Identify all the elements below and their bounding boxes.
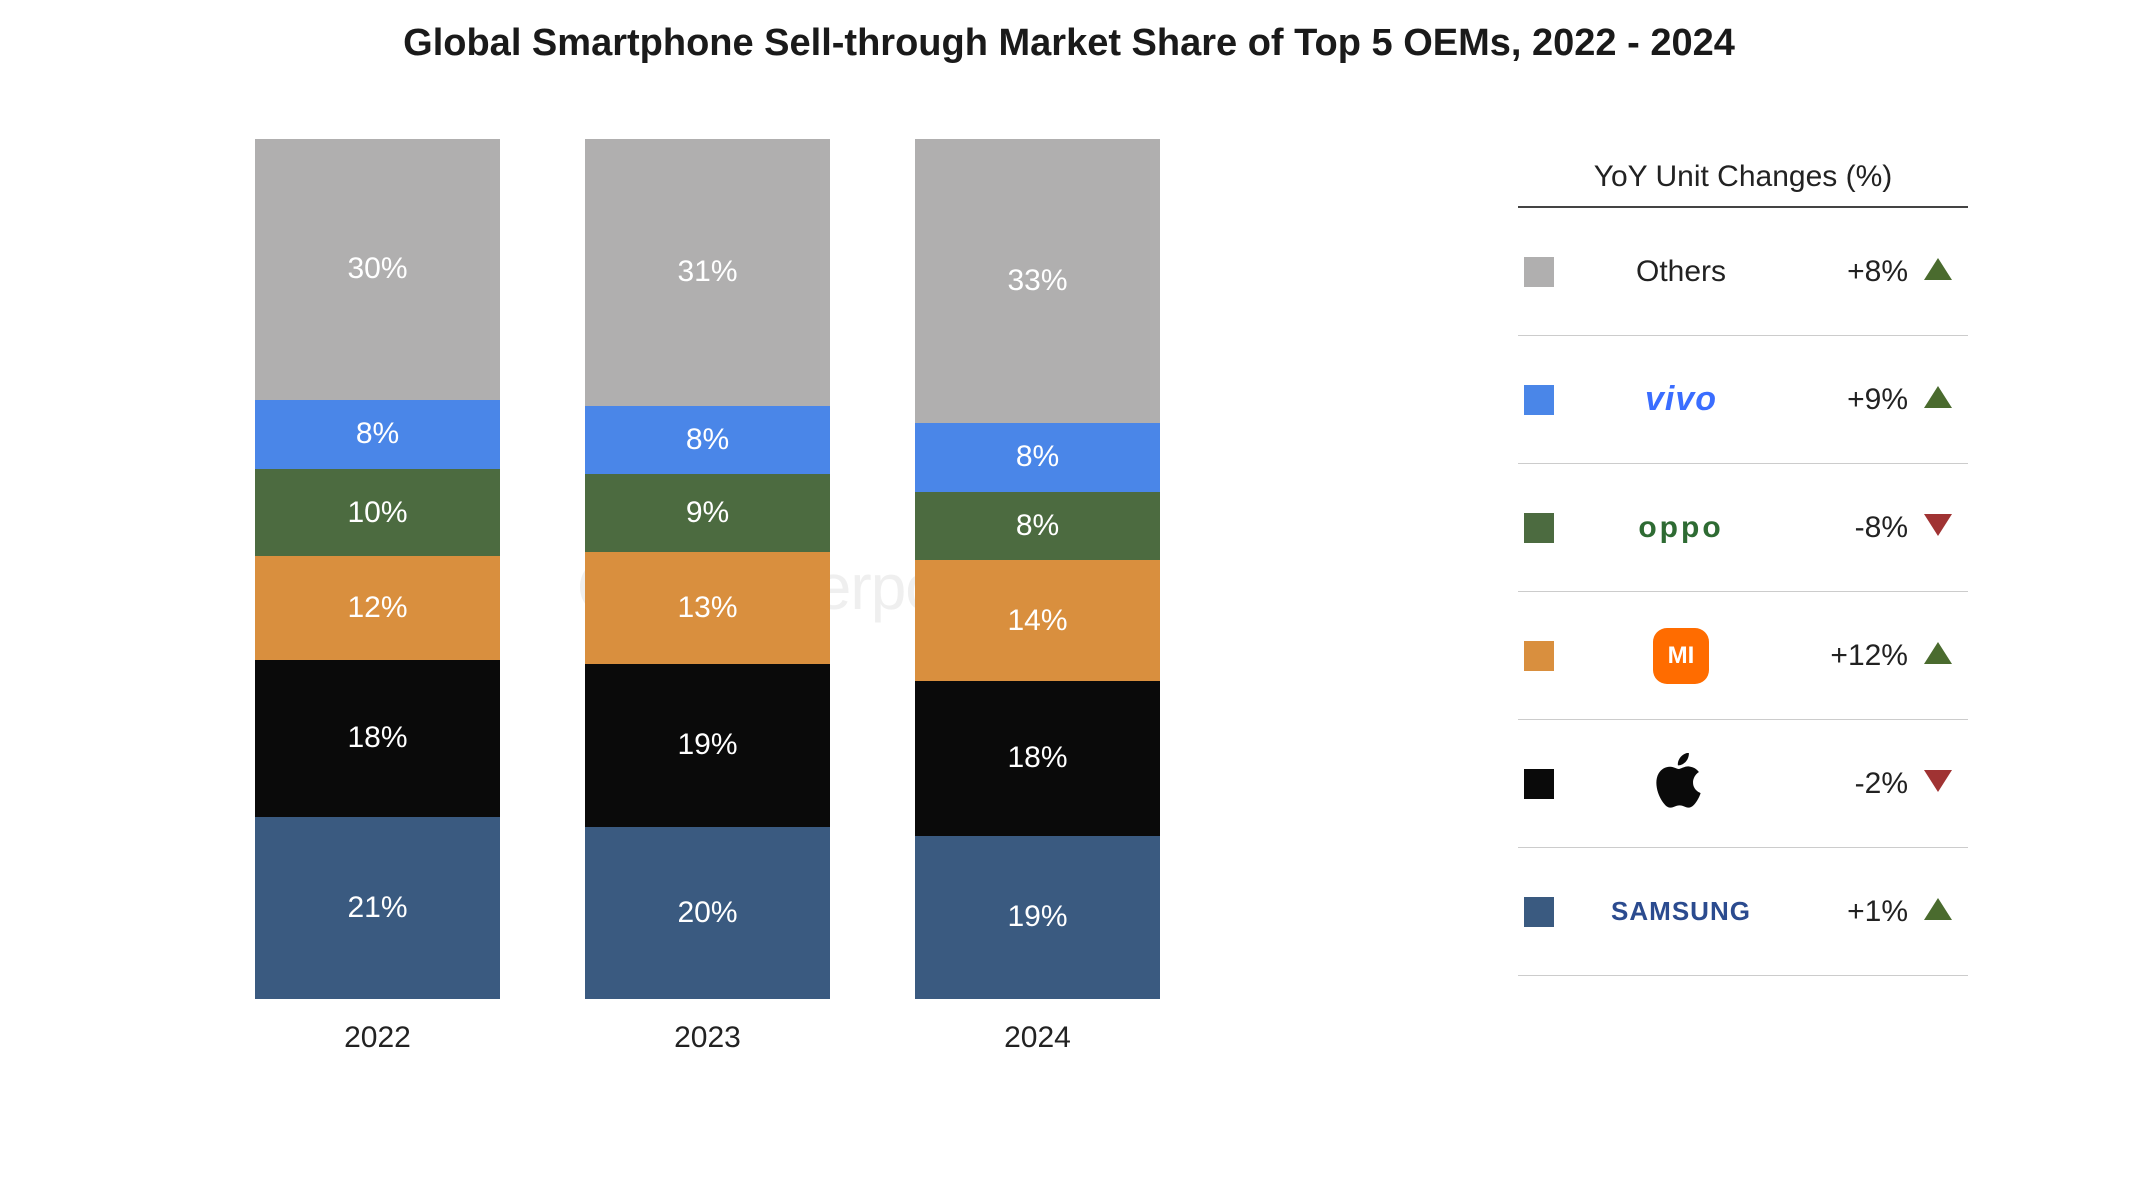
legend-yoy-others: +8% (1808, 255, 1908, 289)
segment-2022-samsung: 21% (255, 817, 500, 999)
arrow-up-icon (1908, 386, 1968, 413)
segment-2022-vivo: 8% (255, 400, 500, 469)
segment-2023-xiaomi: 13% (585, 552, 830, 664)
bar-column-2024: 33%8%8%14%18%19%2024 (915, 139, 1160, 1055)
legend-yoy-vivo: +9% (1808, 383, 1908, 417)
legend-swatch-vivo (1524, 385, 1554, 415)
segment-2022-others: 30% (255, 139, 500, 400)
legend-brand-vivo: vivo (1554, 375, 1808, 425)
legend-brand-xiaomi: MI (1554, 631, 1808, 681)
bar-2024: 33%8%8%14%18%19% (915, 139, 1160, 999)
legend-brand-others: Others (1554, 247, 1808, 297)
legend-yoy-apple: -2% (1808, 767, 1908, 801)
legend-brand-samsung: SAMSUNG (1554, 887, 1808, 937)
legend-swatch-oppo (1524, 513, 1554, 543)
bar-2022: 30%8%10%12%18%21% (255, 139, 500, 999)
segment-2022-oppo: 10% (255, 469, 500, 556)
arrow-up-icon (1908, 898, 1968, 925)
xiaomi-icon: MI (1653, 628, 1709, 684)
segment-2023-apple: 19% (585, 664, 830, 827)
legend-swatch-samsung (1524, 897, 1554, 927)
legend-brand-apple (1554, 759, 1808, 809)
stacked-bar-chart: 30%8%10%12%18%21%202231%8%9%13%19%20%202… (255, 195, 1160, 1055)
legend-brand-label-others: Others (1636, 255, 1726, 289)
arrow-down-icon (1908, 770, 1968, 797)
legend-row-apple: -2% (1518, 720, 1968, 848)
legend-brand-label-samsung: SAMSUNG (1611, 896, 1751, 927)
legend-row-others: Others +8% (1518, 208, 1968, 336)
legend-brand-oppo: oppo (1554, 503, 1808, 553)
bar-column-2023: 31%8%9%13%19%20% 2023 (585, 139, 830, 1055)
legend-swatch-others (1524, 257, 1554, 287)
x-axis-label-2024: 2024 (1004, 1021, 1071, 1055)
segment-2023-samsung: 20% (585, 827, 830, 999)
segment-2024-xiaomi: 14% (915, 560, 1160, 680)
segment-2024-oppo: 8% (915, 492, 1160, 561)
x-axis-label-2022: 2022 (344, 1021, 411, 1055)
segment-2023-vivo: 8% (585, 406, 830, 475)
legend-swatch-apple (1524, 769, 1554, 799)
legend-swatch-xiaomi (1524, 641, 1554, 671)
legend-row-samsung: SAMSUNG +1% (1518, 848, 1968, 976)
arrow-up-icon (1908, 642, 1968, 669)
legend-yoy-samsung: +1% (1808, 895, 1908, 929)
segment-2022-xiaomi: 12% (255, 556, 500, 660)
legend-brand-label-vivo: vivo (1645, 380, 1717, 419)
legend-title: YoY Unit Changes (%) (1518, 160, 1968, 208)
legend-row-oppo: oppo -8% (1518, 464, 1968, 592)
legend-yoy-oppo: -8% (1808, 511, 1908, 545)
segment-2023-others: 31% (585, 139, 830, 406)
legend-yoy-xiaomi: +12% (1808, 639, 1908, 673)
x-axis-label-2023: 2023 (674, 1021, 741, 1055)
segment-2024-samsung: 19% (915, 836, 1160, 999)
segment-2024-vivo: 8% (915, 423, 1160, 492)
segment-2024-others: 33% (915, 139, 1160, 423)
segment-2023-oppo: 9% (585, 474, 830, 551)
apple-icon (1656, 753, 1706, 814)
arrow-up-icon (1908, 258, 1968, 285)
bar-2023: 31%8%9%13%19%20% (585, 139, 830, 999)
chart-title: Global Smartphone Sell-through Market Sh… (0, 22, 2138, 65)
legend-brand-label-oppo: oppo (1638, 511, 1723, 545)
segment-2024-apple: 18% (915, 681, 1160, 836)
legend-row-xiaomi: MI +12% (1518, 592, 1968, 720)
arrow-down-icon (1908, 514, 1968, 541)
legend-row-vivo: vivo +9% (1518, 336, 1968, 464)
legend: YoY Unit Changes (%) Others +8% vivo +9% opp… (1518, 160, 1968, 976)
bar-column-2022: 30%8%10%12%18%21% 2022 (255, 139, 500, 1055)
segment-2022-apple: 18% (255, 660, 500, 816)
